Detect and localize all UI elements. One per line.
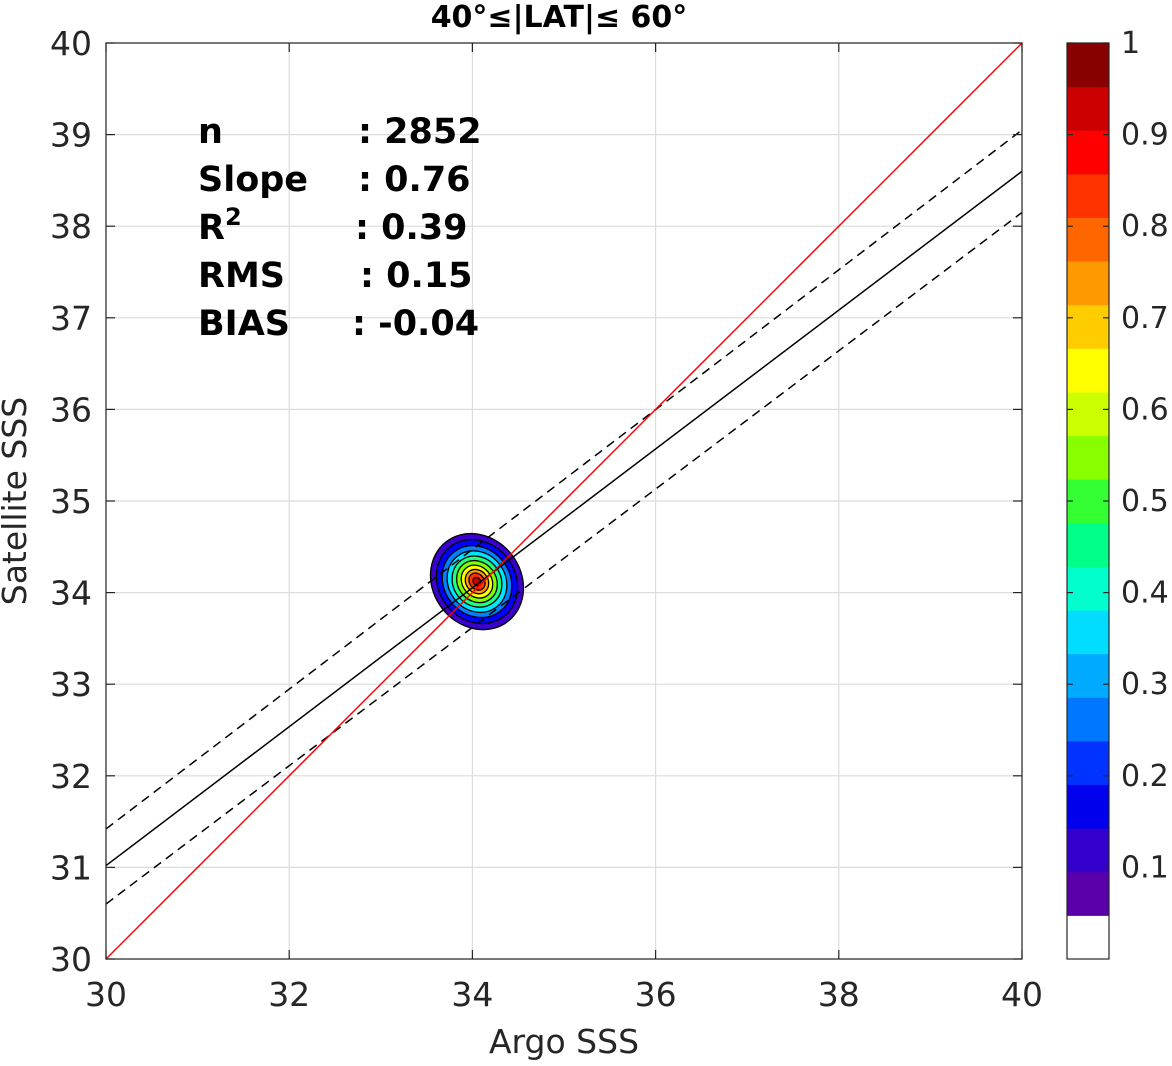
colorbar-tick-label: 0.4 — [1121, 576, 1169, 611]
y-tick-label: 34 — [50, 574, 92, 613]
y-tick-label: 38 — [50, 207, 92, 246]
stat-value-r: : 0.39 — [355, 208, 468, 248]
y-tick-label: 37 — [50, 299, 92, 338]
y-tick-label: 39 — [50, 116, 92, 155]
colorbar-segment — [1067, 435, 1109, 480]
colorbar-segment — [1067, 130, 1109, 175]
colorbar-segment — [1067, 173, 1109, 218]
stat-value-slope: : 0.76 — [358, 160, 471, 200]
colorbar-tick-label: 0.8 — [1121, 209, 1169, 244]
x-tick-label: 34 — [451, 975, 493, 1014]
y-tick-label: 32 — [50, 757, 92, 796]
colorbar-segment — [1067, 740, 1109, 786]
colorbar-segment — [1067, 697, 1109, 742]
x-axis-label: Argo SSS — [489, 1022, 639, 1061]
x-tick-label: 38 — [818, 975, 860, 1014]
colorbar-segment — [1067, 261, 1109, 306]
y-tick-label: 33 — [50, 665, 92, 704]
colorbar-tick-label: 0.6 — [1121, 392, 1169, 427]
colorbar-segment — [1067, 86, 1109, 131]
one-to-one-line — [105, 42, 1023, 960]
y-tick-label: 36 — [50, 390, 92, 429]
fit-lower-bound-line — [105, 211, 1023, 905]
colorbar-segment — [1067, 610, 1109, 655]
grid-layer — [105, 42, 1023, 960]
stat-superscript: 2 — [225, 203, 242, 231]
colorbar-segment — [1067, 784, 1109, 829]
colorbar-segment — [1067, 871, 1109, 916]
fit-line — [105, 170, 1023, 867]
x-tick-label: 32 — [268, 975, 310, 1014]
x-tick-label: 30 — [85, 975, 127, 1014]
chart-title: 40°≤|LAT|≤ 60° — [431, 0, 688, 35]
colorbar: 0.1 0.2 0.3 0.4 0.5 0.6 0.7 0.8 0.9 1 — [1066, 26, 1169, 960]
stat-value-bias: : -0.04 — [352, 304, 479, 344]
colorbar-tick-label: 0.3 — [1121, 667, 1169, 702]
colorbar-tick-label: 0.7 — [1121, 301, 1169, 336]
stat-value-n: : 2852 — [358, 112, 482, 152]
stat-label-bias: BIAS — [198, 304, 290, 344]
y-tick-label: 35 — [50, 482, 92, 521]
axis-ticks: 30 32 34 36 38 40 30 31 32 33 34 35 36 37 38 39 40 — [50, 24, 1043, 1014]
colorbar-tick-label: 0.9 — [1121, 118, 1169, 153]
colorbar-segment — [1067, 304, 1109, 349]
colorbar-tick-label: 0.1 — [1121, 850, 1169, 885]
x-tick-label: 36 — [635, 975, 677, 1014]
colorbar-segment — [1067, 391, 1109, 437]
colorbar-tick-label: 0.2 — [1121, 759, 1169, 794]
stat-label-rms: RMS — [198, 256, 285, 296]
colorbar-segment — [1067, 828, 1109, 873]
colorbar-segment — [1067, 217, 1109, 262]
colorbar-segment — [1067, 915, 1109, 960]
y-axis-label: Satellite SSS — [0, 397, 34, 606]
stat-value-rms: : 0.15 — [360, 256, 473, 296]
fit-upper-bound-line — [105, 129, 1023, 830]
regression-lines — [105, 42, 1023, 960]
y-tick-label: 30 — [50, 940, 92, 979]
colorbar-segment — [1067, 522, 1109, 567]
colorbar-segment — [1067, 653, 1109, 698]
colorbar-tick-label: 1 — [1121, 26, 1140, 61]
density-contours — [429, 532, 525, 631]
x-tick-label: 40 — [1001, 975, 1043, 1014]
y-tick-label: 40 — [50, 24, 92, 63]
stat-label-slope: Slope — [198, 160, 308, 200]
colorbar-segment — [1067, 566, 1109, 611]
y-tick-label: 31 — [50, 848, 92, 887]
colorbar-segment — [1067, 479, 1109, 524]
colorbar-tick-label: 0.5 — [1121, 484, 1169, 519]
colorbar-segment — [1067, 43, 1109, 88]
stat-label-n: n — [198, 112, 223, 152]
colorbar-segment — [1067, 348, 1109, 393]
